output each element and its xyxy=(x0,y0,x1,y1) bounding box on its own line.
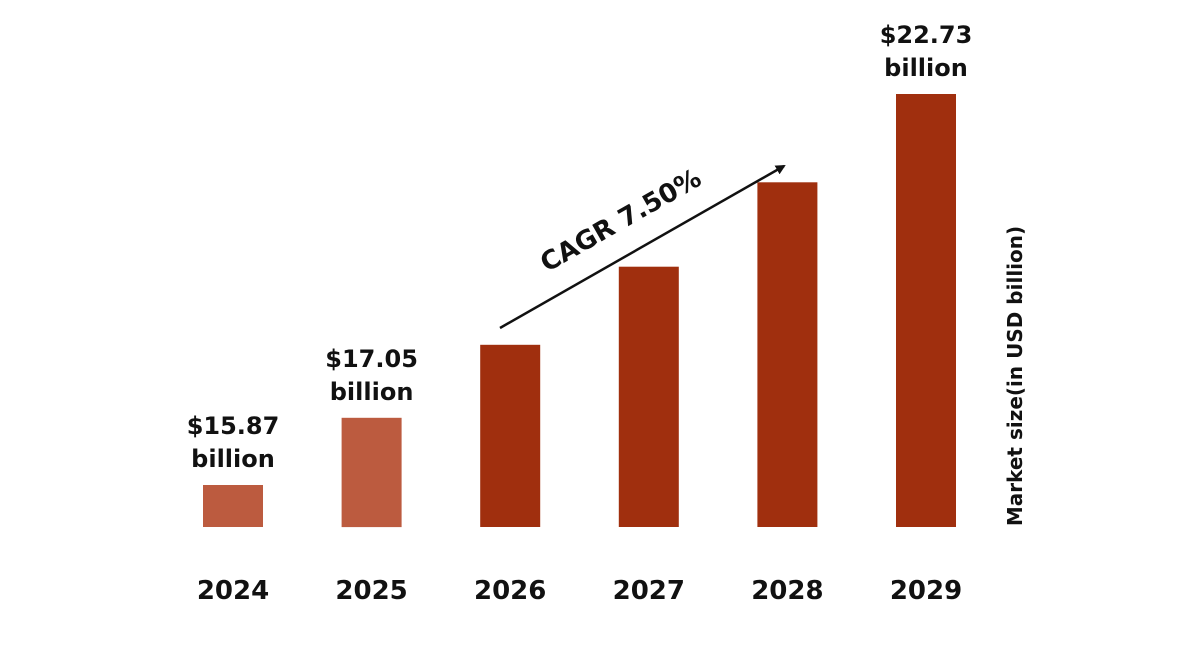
data-label-unit-2024: billion xyxy=(191,445,275,473)
bar-2026 xyxy=(480,344,541,527)
bar-2025 xyxy=(341,417,402,528)
data-label-amount-2024: $15.87 xyxy=(187,412,280,440)
x-tick-label-2028: 2028 xyxy=(751,576,823,606)
data-label-amount-2025: $17.05 xyxy=(325,345,418,373)
value-labels-layer: $15.87 billion $17.05 billion $22.73 billion xyxy=(187,21,973,473)
data-label-unit-2025: billion xyxy=(330,378,414,406)
y-axis-label: Market size(in USD billion) xyxy=(1003,226,1027,526)
bar-2024 xyxy=(203,485,263,527)
x-tick-label-2025: 2025 xyxy=(335,576,407,606)
x-tick-label-2024: 2024 xyxy=(197,576,269,606)
bar-2028 xyxy=(757,182,818,528)
year-labels-layer: 2024 2025 2026 2027 2028 2029 xyxy=(197,576,962,606)
x-tick-label-2026: 2026 xyxy=(474,576,546,606)
data-label-amount-2029: $22.73 xyxy=(880,21,973,49)
x-tick-label-2027: 2027 xyxy=(613,576,685,606)
cagr-annotation: CAGR 7.50% xyxy=(536,163,707,278)
cagr-arrow xyxy=(499,164,786,330)
bars-layer xyxy=(203,94,956,528)
bar-2029 xyxy=(896,94,956,527)
bar-2027 xyxy=(618,266,679,527)
x-tick-label-2029: 2029 xyxy=(890,576,962,606)
data-label-unit-2029: billion xyxy=(884,54,968,82)
